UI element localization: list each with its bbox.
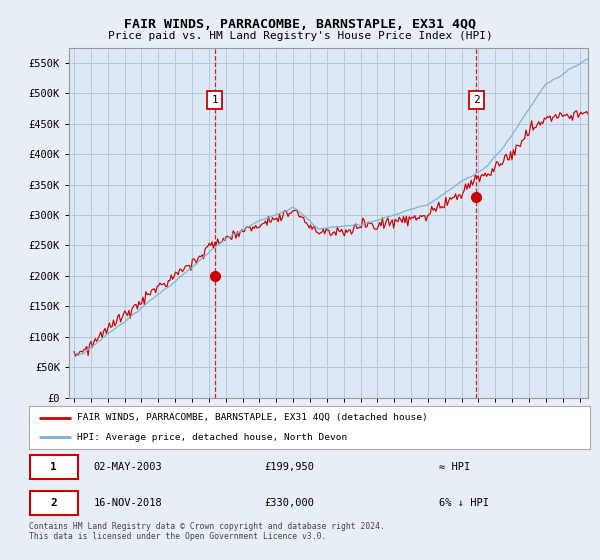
Text: Price paid vs. HM Land Registry's House Price Index (HPI): Price paid vs. HM Land Registry's House … — [107, 31, 493, 41]
Text: 2: 2 — [50, 498, 57, 507]
Text: 02-MAY-2003: 02-MAY-2003 — [94, 463, 162, 472]
FancyBboxPatch shape — [30, 491, 77, 515]
Text: Contains HM Land Registry data © Crown copyright and database right 2024.
This d: Contains HM Land Registry data © Crown c… — [29, 522, 385, 542]
Text: 16-NOV-2018: 16-NOV-2018 — [94, 498, 162, 507]
Text: HPI: Average price, detached house, North Devon: HPI: Average price, detached house, Nort… — [77, 433, 347, 442]
Text: 2: 2 — [473, 95, 480, 105]
Text: FAIR WINDS, PARRACOMBE, BARNSTAPLE, EX31 4QQ: FAIR WINDS, PARRACOMBE, BARNSTAPLE, EX31… — [124, 18, 476, 31]
Text: 1: 1 — [50, 463, 57, 472]
Text: £199,950: £199,950 — [265, 463, 314, 472]
Text: 6% ↓ HPI: 6% ↓ HPI — [439, 498, 489, 507]
Text: £330,000: £330,000 — [265, 498, 314, 507]
FancyBboxPatch shape — [30, 455, 77, 479]
Text: 1: 1 — [211, 95, 218, 105]
Text: FAIR WINDS, PARRACOMBE, BARNSTAPLE, EX31 4QQ (detached house): FAIR WINDS, PARRACOMBE, BARNSTAPLE, EX31… — [77, 413, 427, 422]
Text: ≈ HPI: ≈ HPI — [439, 463, 470, 472]
